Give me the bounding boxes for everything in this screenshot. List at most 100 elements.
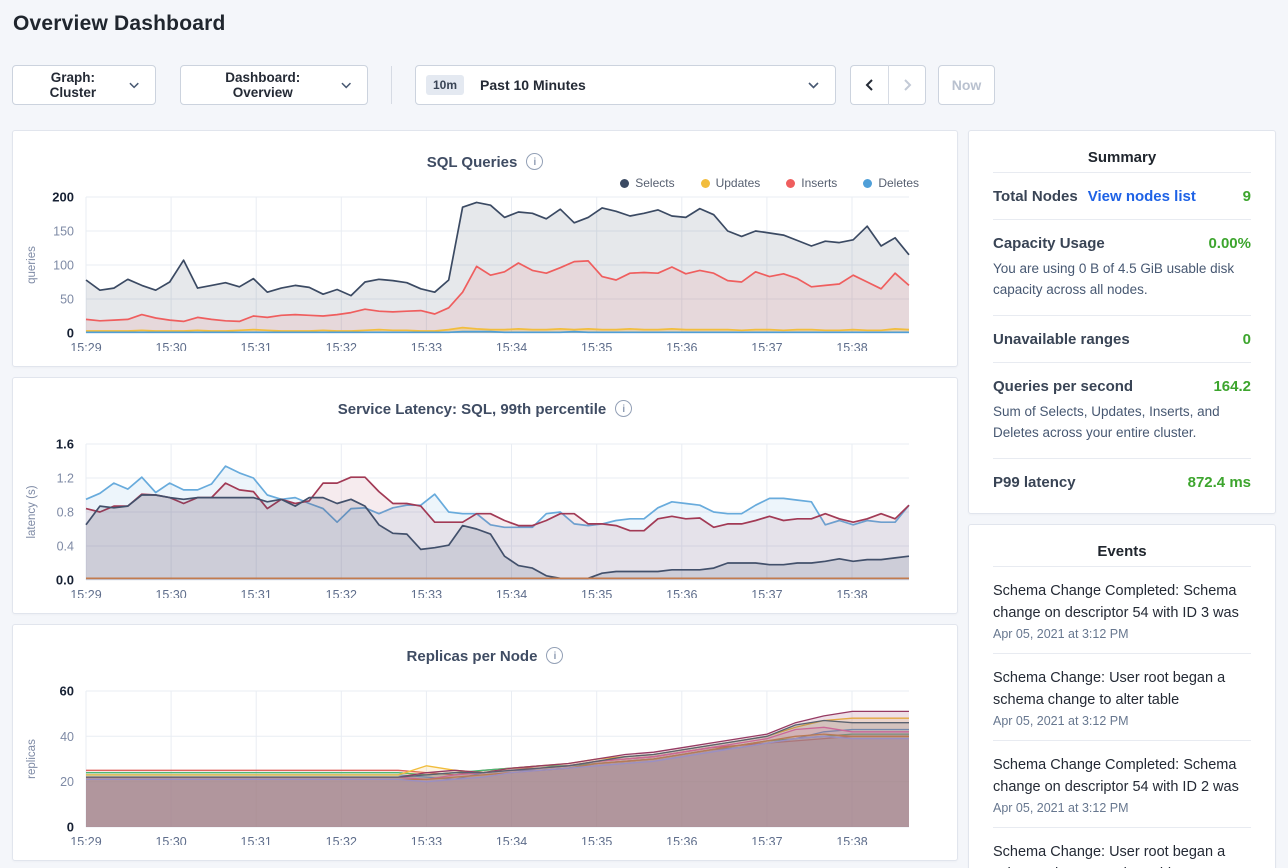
- chevron-left-icon: [865, 79, 873, 91]
- info-icon[interactable]: i: [526, 153, 544, 170]
- time-range-badge: 10m: [426, 75, 465, 95]
- summary-description: You are using 0 B of 4.5 GiB usable disk…: [993, 261, 1235, 297]
- svg-text:15:34: 15:34: [496, 835, 527, 845]
- svg-text:200: 200: [52, 190, 74, 205]
- svg-text:40: 40: [60, 730, 74, 744]
- summary-panel: Summary Total Nodes View nodes list 9 Ca…: [968, 130, 1276, 514]
- chart-legend: Selects Updates Inserts Deletes: [620, 176, 919, 190]
- svg-text:15:29: 15:29: [70, 341, 101, 351]
- summary-item-queries-per-second: Queries per second 164.2 Sum of Selects,…: [993, 361, 1251, 458]
- service-latency-chart: 15:29 15:30 15:31 15:32 15:33 15:34 15:35 15:36…: [26, 437, 910, 598]
- svg-text:15:31: 15:31: [241, 835, 272, 845]
- chevron-down-icon: [129, 82, 139, 88]
- svg-text:15:33: 15:33: [411, 835, 442, 845]
- summary-label: Unavailable ranges: [993, 330, 1130, 348]
- svg-text:15:32: 15:32: [326, 835, 357, 845]
- time-range-selector[interactable]: 10m Past 10 Minutes: [415, 65, 836, 105]
- event-timestamp: Apr 05, 2021 at 3:12 PM: [993, 800, 1129, 815]
- event-text: Schema Change Completed: Schema change o…: [993, 582, 1239, 621]
- replicas-per-node-panel: Replicas per Node i 15:29 15:30 15:31 15:32…: [12, 624, 958, 861]
- summary-label: Total Nodes: [993, 188, 1078, 205]
- info-icon[interactable]: i: [546, 647, 564, 664]
- event-item: Schema Change: User root began a schema …: [993, 826, 1251, 868]
- chevron-down-icon: [340, 82, 351, 88]
- svg-text:latency (s): latency (s): [26, 485, 38, 538]
- svg-text:15:32: 15:32: [326, 588, 357, 598]
- svg-text:15:36: 15:36: [666, 588, 697, 598]
- event-text: Schema Change: User root began a schema …: [993, 669, 1226, 708]
- chart-header: Replicas per Node i: [13, 625, 957, 665]
- service-latency-panel: Service Latency: SQL, 99th percentile i …: [12, 377, 958, 614]
- svg-text:15:36: 15:36: [666, 835, 697, 845]
- legend-item-inserts: Inserts: [786, 176, 837, 190]
- event-timestamp: Apr 05, 2021 at 3:12 PM: [993, 713, 1129, 728]
- graph-dropdown-label: Graph: Cluster: [49, 70, 97, 100]
- now-button[interactable]: Now: [938, 65, 995, 105]
- svg-text:15:37: 15:37: [751, 341, 782, 351]
- svg-text:15:38: 15:38: [836, 588, 867, 598]
- sql-queries-panel: SQL Queries i Selects Updates Inserts De…: [12, 130, 958, 367]
- svg-text:15:33: 15:33: [411, 341, 442, 351]
- chart-title: SQL Queries: [426, 154, 518, 171]
- chart-header: Service Latency: SQL, 99th percentile i: [13, 378, 957, 418]
- svg-text:15:34: 15:34: [496, 588, 527, 598]
- svg-text:0: 0: [67, 326, 74, 341]
- dashboard-dropdown[interactable]: Dashboard: Overview: [180, 65, 368, 105]
- dashboard-dropdown-label: Dashboard: Overview: [225, 70, 301, 100]
- chart-title: Replicas per Node: [406, 648, 538, 665]
- svg-text:15:35: 15:35: [581, 588, 612, 598]
- svg-text:15:31: 15:31: [241, 341, 272, 351]
- graph-dropdown[interactable]: Graph: Cluster: [12, 65, 156, 105]
- summary-value: 872.4 ms: [1187, 473, 1251, 491]
- svg-text:15:29: 15:29: [70, 588, 101, 598]
- svg-text:queries: queries: [26, 246, 38, 284]
- event-item: Schema Change Completed: Schema change o…: [993, 565, 1251, 653]
- svg-text:15:30: 15:30: [155, 588, 186, 598]
- chart-header: SQL Queries i: [13, 131, 957, 171]
- svg-text:15:36: 15:36: [666, 341, 697, 351]
- info-icon[interactable]: i: [615, 400, 633, 417]
- svg-text:15:35: 15:35: [581, 341, 612, 351]
- svg-text:15:38: 15:38: [836, 341, 867, 351]
- legend-item-selects: Selects: [620, 176, 675, 190]
- event-text: Schema Change Completed: Schema change o…: [993, 756, 1239, 795]
- svg-text:0.8: 0.8: [57, 506, 74, 520]
- summary-value: 9: [1242, 188, 1251, 205]
- svg-text:replicas: replicas: [26, 739, 38, 779]
- svg-text:15:37: 15:37: [751, 588, 782, 598]
- summary-label: Capacity Usage: [993, 235, 1105, 252]
- svg-text:0.4: 0.4: [57, 540, 74, 554]
- svg-text:15:30: 15:30: [155, 341, 186, 351]
- svg-text:15:30: 15:30: [155, 835, 186, 845]
- summary-value: 0: [1242, 330, 1251, 348]
- next-time-button[interactable]: [888, 65, 926, 105]
- summary-value: 0.00%: [1208, 235, 1251, 252]
- legend-dot: [620, 178, 630, 188]
- event-item: Schema Change Completed: Schema change o…: [993, 739, 1251, 827]
- replicas-per-node-chart: 15:29 15:30 15:31 15:32 15:33 15:34 15:35 15:36…: [26, 684, 909, 845]
- legend-item-deletes: Deletes: [863, 176, 919, 190]
- toolbar: Graph: Cluster Dashboard: Overview 10m P…: [12, 65, 1276, 105]
- svg-text:100: 100: [53, 259, 74, 273]
- svg-text:50: 50: [60, 293, 74, 307]
- prev-time-button[interactable]: [850, 65, 888, 105]
- event-item: Schema Change: User root began a schema …: [993, 652, 1251, 740]
- svg-text:0: 0: [67, 820, 74, 835]
- summary-item-total-nodes: Total Nodes View nodes list 9: [993, 172, 1251, 219]
- chevron-down-icon: [808, 81, 819, 89]
- events-panel: Events Schema Change Completed: Schema c…: [968, 523, 1276, 868]
- svg-text:15:33: 15:33: [411, 588, 442, 598]
- svg-text:60: 60: [60, 684, 74, 699]
- view-nodes-list-link[interactable]: View nodes list: [1087, 188, 1196, 205]
- svg-text:15:34: 15:34: [496, 341, 527, 351]
- legend-dot: [863, 178, 873, 188]
- svg-text:15:37: 15:37: [751, 835, 782, 845]
- svg-text:15:35: 15:35: [581, 835, 612, 845]
- charts-column: SQL Queries i Selects Updates Inserts De…: [12, 130, 958, 868]
- summary-item-capacity-usage: Capacity Usage 0.00% You are using 0 B o…: [993, 219, 1251, 315]
- svg-text:15:31: 15:31: [241, 588, 272, 598]
- summary-title: Summary: [1087, 149, 1157, 166]
- svg-text:15:29: 15:29: [70, 835, 101, 845]
- summary-item-p99-latency: P99 latency 872.4 ms: [993, 457, 1251, 505]
- time-nav-arrows: [850, 65, 926, 105]
